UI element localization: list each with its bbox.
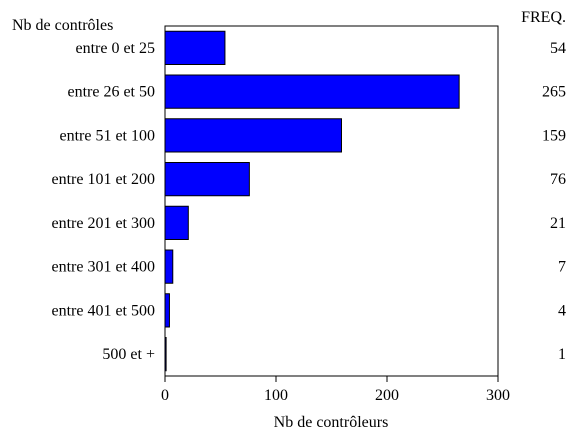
x-tick-label: 100 <box>264 387 288 404</box>
bar <box>164 162 250 197</box>
bar <box>164 118 342 153</box>
freq-label: 1 <box>558 346 566 363</box>
x-tick-label: 200 <box>375 387 399 404</box>
y-axis-title: Nb de contrôles <box>12 17 113 34</box>
bar <box>164 74 460 109</box>
freq-label: 7 <box>558 259 566 276</box>
category-label: entre 51 et 100 <box>59 127 155 144</box>
bar <box>164 30 226 65</box>
x-tick-label: 0 <box>161 387 169 404</box>
freq-header: FREQ. <box>521 9 566 26</box>
bar <box>164 205 189 240</box>
freq-label: 54 <box>550 40 566 57</box>
category-label: entre 0 et 25 <box>75 40 155 57</box>
bar <box>164 293 170 328</box>
category-label: entre 201 et 300 <box>51 215 155 232</box>
category-label: entre 301 et 400 <box>51 259 155 276</box>
bars-group: entre 0 et 25 54 entre 26 et 50 265 entre 51… <box>51 30 566 372</box>
plot-frame <box>164 25 499 377</box>
x-tick-label: 300 <box>486 387 510 404</box>
category-label: entre 401 et 500 <box>51 302 155 319</box>
freq-label: 21 <box>550 215 566 232</box>
freq-label: 4 <box>558 302 566 319</box>
x-axis: 0 100 200 300 <box>161 376 510 404</box>
freq-label: 76 <box>550 171 566 188</box>
x-axis-label: Nb de contrôleurs <box>274 414 389 430</box>
bar <box>164 249 174 284</box>
freq-label: 159 <box>542 127 566 144</box>
freq-label: 265 <box>542 84 566 101</box>
category-label: 500 et + <box>102 346 155 363</box>
bar <box>164 337 167 372</box>
category-label: entre 26 et 50 <box>67 84 155 101</box>
category-label: entre 101 et 200 <box>51 171 155 188</box>
